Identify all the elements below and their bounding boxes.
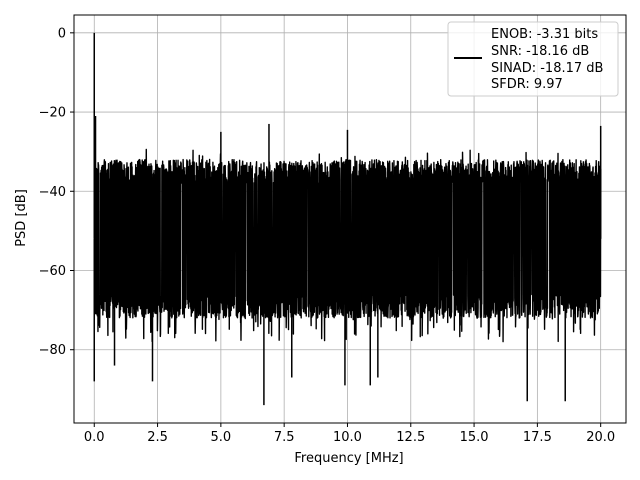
axes: 0.0 2.5 5.0 7.5 10.0 12.5 15.0 17.5 20.0 0 −20 −40 −… [39,14,627,445]
x-tick-label: 12.5 [396,430,425,445]
x-tick-label: 17.5 [523,430,552,445]
y-tick-label: −80 [39,343,66,358]
legend-enob: ENOB: -3.31 bits [491,27,598,42]
x-tick-label: 7.5 [274,430,295,445]
y-axis-label: PSD [dB] [14,189,29,247]
x-tick-label: 0.0 [84,430,105,445]
y-tick-label: −60 [39,264,66,279]
x-tick-label: 20.0 [586,430,615,445]
x-tick-label: 10.0 [333,430,362,445]
psd-trace [93,148,602,343]
legend-sinad: SINAD: -18.17 dB [491,61,603,76]
x-axis-label: Frequency [MHz] [294,451,403,466]
plot-data [93,32,602,406]
x-tick-label: 5.0 [211,430,232,445]
legend-snr: SNR: -18.16 dB [491,44,589,59]
legend: ENOB: -3.31 bits SNR: -18.16 dB SINAD: -… [447,21,619,97]
y-tick-label: 0 [58,26,66,41]
y-tick-label: −20 [39,106,66,121]
legend-box [447,21,619,97]
y-tick-label: −40 [39,185,66,200]
x-tick-label: 15.0 [460,430,489,445]
legend-sfdr: SFDR: 9.97 [491,77,563,92]
x-tick-label: 2.5 [147,430,168,445]
plot-frame [73,14,627,424]
